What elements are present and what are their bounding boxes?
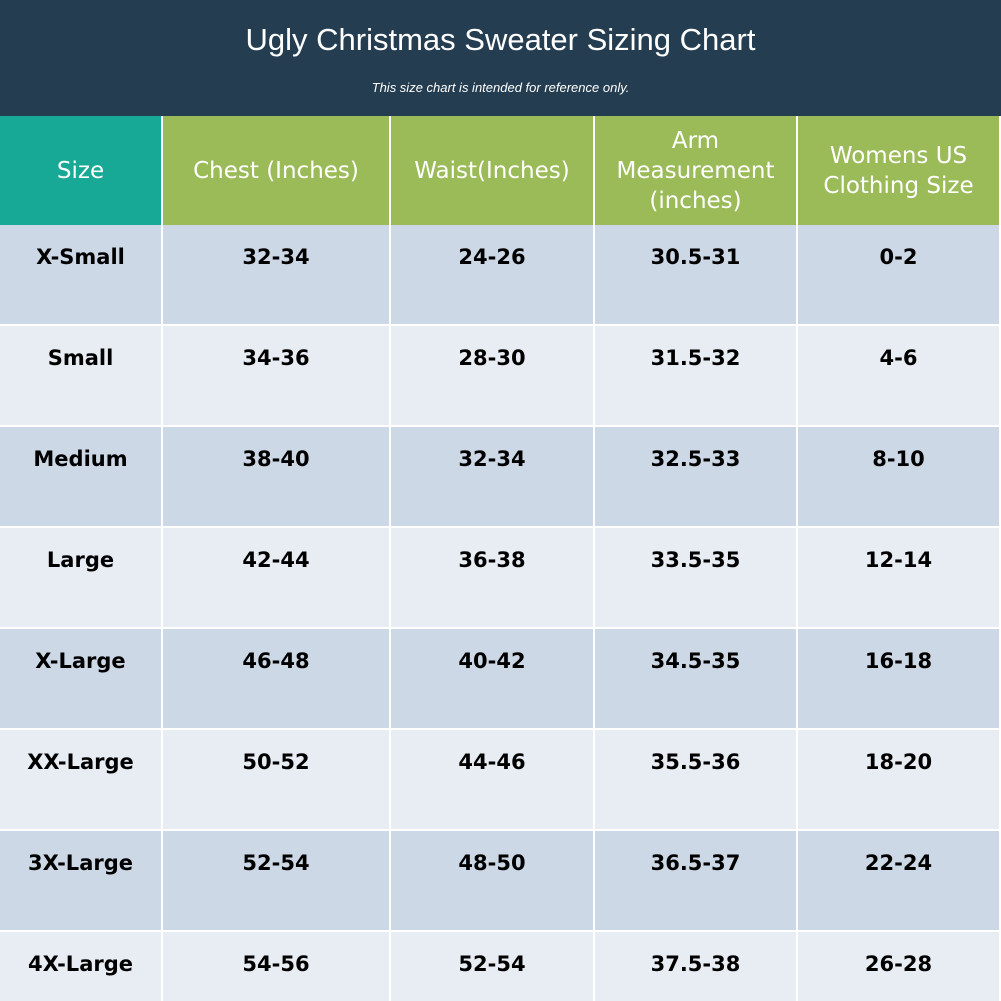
table-cell-chest: 42-44: [163, 528, 389, 627]
table-cell-womens: 26-28: [798, 932, 999, 1001]
table-cell-waist: 44-46: [391, 730, 593, 829]
chart-subtitle: This size chart is intended for referenc…: [371, 80, 630, 95]
table-cell-chest: 34-36: [163, 326, 389, 425]
table-cell-size: 4X-Large: [0, 932, 161, 1001]
table-cell-waist: 40-42: [391, 629, 593, 728]
table-cell-arm: 33.5-35: [595, 528, 796, 627]
table-cell-womens: 0-2: [798, 225, 999, 324]
table-cell-womens: 16-18: [798, 629, 999, 728]
table-cell-chest: 38-40: [163, 427, 389, 526]
table-cell-waist: 52-54: [391, 932, 593, 1001]
header-chest: Chest (Inches): [163, 116, 389, 225]
table-cell-chest: 32-34: [163, 225, 389, 324]
table-cell-womens: 18-20: [798, 730, 999, 829]
table-cell-waist: 32-34: [391, 427, 593, 526]
table-cell-size: X-Small: [0, 225, 161, 324]
chart-title: Ugly Christmas Sweater Sizing Chart: [245, 22, 756, 57]
table-cell-arm: 32.5-33: [595, 427, 796, 526]
header-arm: Arm Measurement (inches): [595, 116, 796, 225]
table-cell-chest: 46-48: [163, 629, 389, 728]
table-cell-waist: 28-30: [391, 326, 593, 425]
table-cell-womens: 4-6: [798, 326, 999, 425]
table-cell-chest: 52-54: [163, 831, 389, 930]
table-cell-womens: 12-14: [798, 528, 999, 627]
title-banner: Ugly Christmas Sweater Sizing Chart This…: [0, 0, 1001, 116]
table-cell-chest: 54-56: [163, 932, 389, 1001]
table-cell-size: Large: [0, 528, 161, 627]
table-cell-arm: 37.5-38: [595, 932, 796, 1001]
header-size-label: Size: [56, 157, 105, 184]
table-cell-waist: 24-26: [391, 225, 593, 324]
table-cell-womens: 22-24: [798, 831, 999, 930]
header-size: Size: [0, 116, 161, 225]
table-cell-waist: 36-38: [391, 528, 593, 627]
table-cell-waist: 48-50: [391, 831, 593, 930]
header-arm-label: Arm Measurement (inches): [616, 127, 775, 214]
table-cell-size: Small: [0, 326, 161, 425]
table-cell-size: 3X-Large: [0, 831, 161, 930]
table-cell-size: Medium: [0, 427, 161, 526]
header-womens-label: Womens US Clothing Size: [823, 142, 974, 199]
table-cell-size: X-Large: [0, 629, 161, 728]
table-cell-size: XX-Large: [0, 730, 161, 829]
table-cell-arm: 36.5-37: [595, 831, 796, 930]
size-table: Size Chest (Inches) Waist(Inches) Arm Measu…: [0, 116, 1001, 1001]
table-cell-arm: 34.5-35: [595, 629, 796, 728]
header-waist: Waist(Inches): [391, 116, 593, 225]
header-waist-label: Waist(Inches): [414, 157, 570, 184]
table-cell-arm: 35.5-36: [595, 730, 796, 829]
header-womens: Womens US Clothing Size: [798, 116, 999, 225]
table-cell-arm: 30.5-31: [595, 225, 796, 324]
table-cell-womens: 8-10: [798, 427, 999, 526]
table-cell-chest: 50-52: [163, 730, 389, 829]
header-chest-label: Chest (Inches): [193, 157, 359, 184]
table-cell-arm: 31.5-32: [595, 326, 796, 425]
